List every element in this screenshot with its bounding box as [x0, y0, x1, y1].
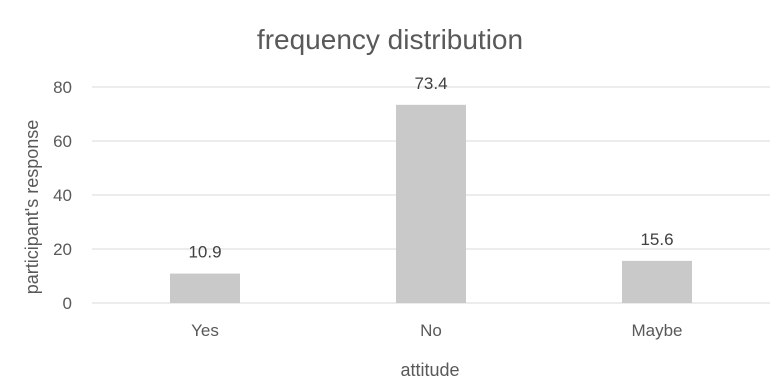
y-tick-label: 60 — [53, 132, 72, 151]
data-label-no: 73.4 — [414, 74, 447, 93]
bar-maybe — [622, 260, 692, 303]
data-label-yes: 10.9 — [188, 243, 221, 262]
y-tick-labels: 0 20 40 60 80 — [53, 78, 72, 313]
category-label-maybe: Maybe — [631, 321, 682, 340]
data-labels: 10.9 73.4 15.6 — [188, 74, 673, 262]
bar-yes — [170, 273, 240, 303]
y-tick-label: 80 — [53, 78, 72, 97]
y-tick-label: 20 — [53, 240, 72, 259]
y-tick-label: 40 — [53, 186, 72, 205]
category-label-no: No — [420, 321, 442, 340]
chart-title: frequency distribution — [257, 24, 523, 55]
bar-no — [396, 104, 466, 303]
bars — [170, 104, 692, 303]
category-labels: Yes No Maybe — [191, 321, 682, 340]
x-axis-label: attitude — [400, 360, 459, 380]
data-label-maybe: 15.6 — [640, 230, 673, 249]
y-axis-label: participant's response — [22, 120, 42, 295]
y-tick-label: 0 — [63, 294, 72, 313]
category-label-yes: Yes — [191, 321, 219, 340]
